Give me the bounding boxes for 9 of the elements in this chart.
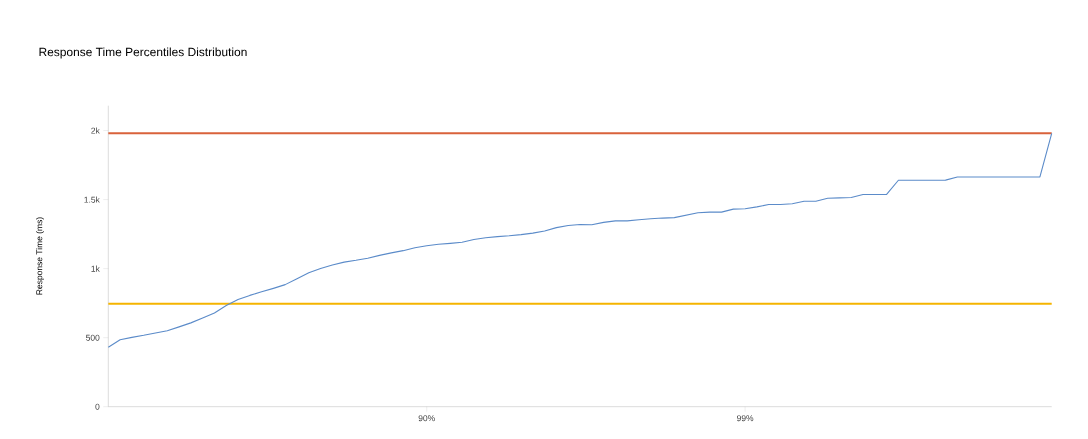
x-tick-label: 90% <box>418 415 435 422</box>
y-tick-label: 500 <box>86 334 100 341</box>
y-tick-label: 1.5k <box>84 196 100 203</box>
y-axis-title: Response Time (ms) <box>36 217 44 295</box>
y-tick-label: 1k <box>91 265 100 272</box>
chart-title: Response Time Percentiles Distribution <box>39 47 247 59</box>
x-tick-label: 99% <box>737 415 754 422</box>
y-tick-label: 2k <box>91 127 100 134</box>
y-tick-label: 0 <box>95 403 100 410</box>
